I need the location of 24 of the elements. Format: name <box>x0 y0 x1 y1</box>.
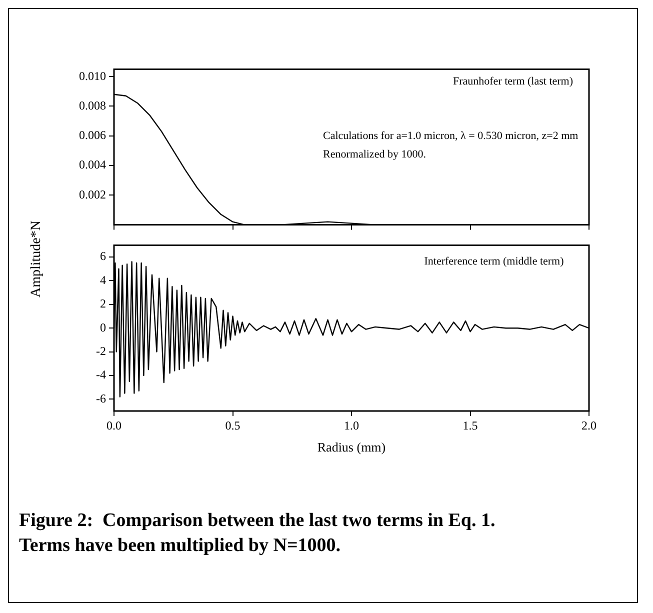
annotation: Interference term (middle term) <box>424 256 564 268</box>
y-axis-title: Amplitude*N <box>29 220 45 298</box>
y-tick-label: -6 <box>96 391 106 406</box>
annotation: Calculations for a=1.0 micron, λ = 0.530 micron, z=2 mm <box>323 130 579 142</box>
y-tick-label: 0 <box>100 320 106 334</box>
y-tick-label: 0.008 <box>79 98 106 112</box>
caption: Figure 2: Comparison between the last two terms in Eq. 1. Terms have been multiplied by N=1000. <box>19 509 496 558</box>
y-tick-label: 6 <box>100 249 106 264</box>
y-tick-label: 2 <box>100 296 106 311</box>
y-tick-label: 0.002 <box>79 187 106 202</box>
x-tick-label: 0.0 <box>106 418 122 432</box>
y-tick-label: 0.004 <box>79 158 106 172</box>
x-axis-title: Radius (mm) <box>317 440 386 455</box>
annotation: Renormalized by 1000. <box>323 148 426 161</box>
y-tick-label: -2 <box>96 344 106 358</box>
x-tick-label: 0.5 <box>225 418 240 432</box>
x-tick-label: 2.0 <box>582 418 596 432</box>
y-tick-label: -4 <box>96 368 106 382</box>
y-tick-label: 0.006 <box>79 128 106 142</box>
annotation: Fraunhofer term (last term) <box>452 76 574 88</box>
y-tick-label: 0.010 <box>79 68 106 83</box>
x-tick-label: 1.5 <box>462 418 478 432</box>
x-tick-label: 1.0 <box>344 418 359 432</box>
y-tick-label: 4 <box>100 272 106 287</box>
